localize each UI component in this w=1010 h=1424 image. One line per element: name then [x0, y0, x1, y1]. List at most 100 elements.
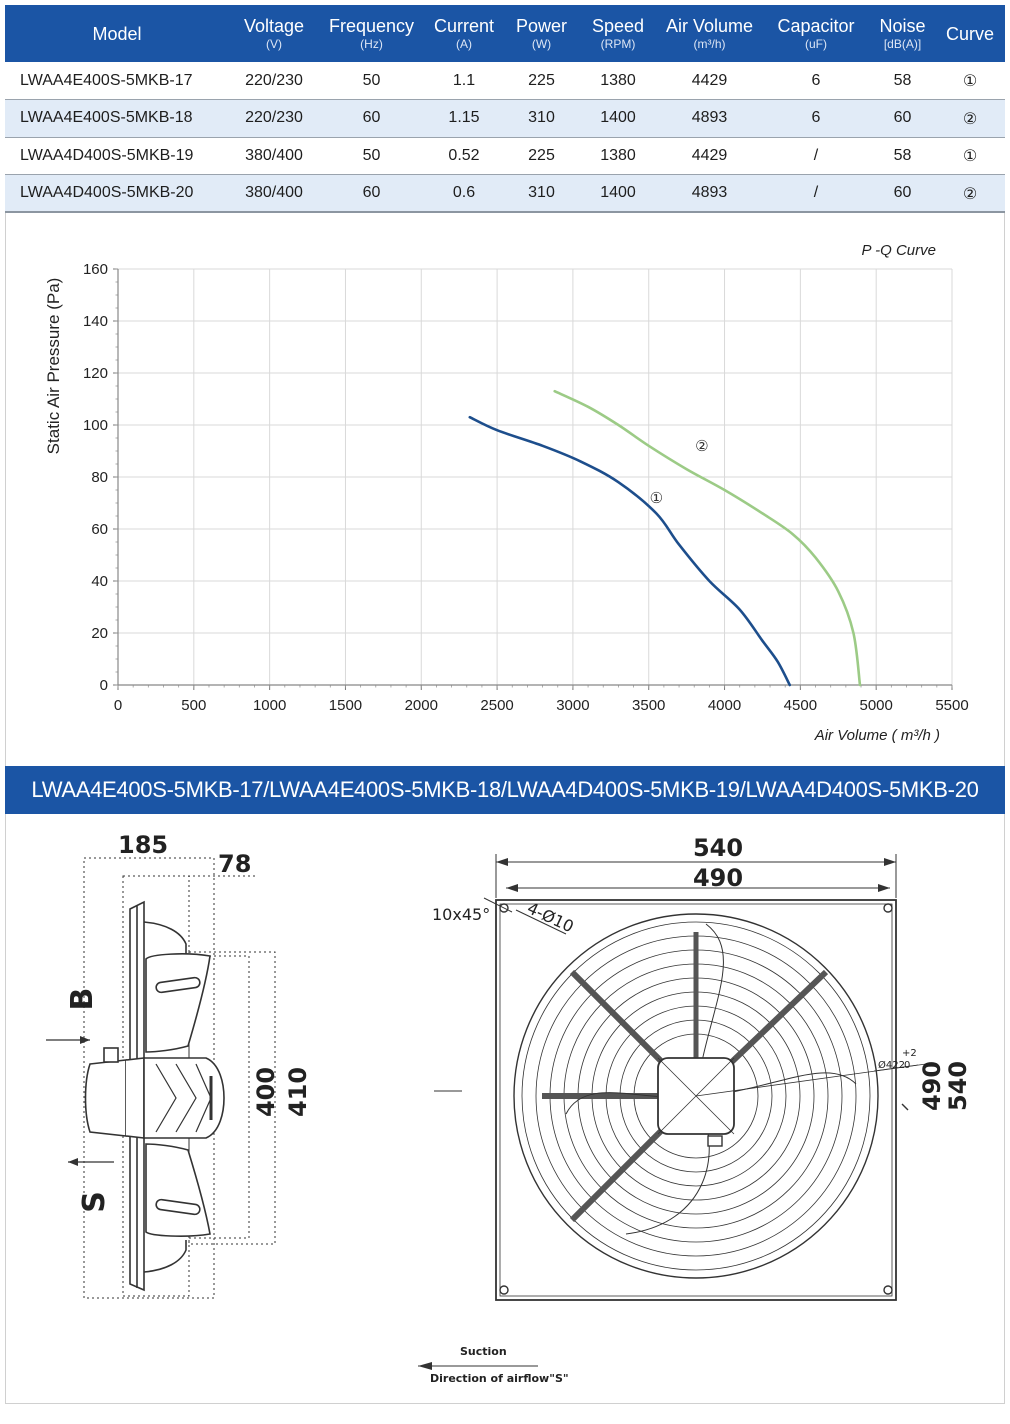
x-tick-label: 5500	[935, 697, 968, 714]
cell-voltage: 220/230	[229, 99, 319, 138]
header-frequency: Frequency (Hz)	[319, 5, 424, 62]
pq-chart-panel: 0 500 1000 1500 2000 2500 3000 3500 4000 4500 5000…	[5, 213, 1005, 766]
x-tick-label: 4500	[784, 697, 817, 714]
cell-model: LWAA4E400S-5MKB-17	[5, 62, 229, 100]
header-capacitor: Capacitor (uF)	[762, 5, 870, 62]
cell-noise: 58	[870, 137, 935, 175]
cell-noise: 60	[870, 174, 935, 213]
chart-title: P -Q Curve	[862, 242, 936, 259]
dim-chamfer: 10x45°	[432, 905, 490, 924]
cell-speed: 1380	[579, 137, 657, 175]
dim-ring-tolerance-upper: +2	[902, 1048, 917, 1059]
spec-table: Model Voltage (V) Frequency (Hz) Current (A…	[5, 5, 1005, 213]
header-air-volume: Air Volume (m³/h)	[657, 5, 762, 62]
cell-curve: ①	[935, 137, 1005, 175]
cell-capacitor: 6	[762, 99, 870, 138]
chart-ylabel: Static Air Pressure (Pa)	[44, 278, 63, 455]
cell-curve: ①	[935, 62, 1005, 100]
cell-power: 225	[504, 62, 579, 100]
cell-model: LWAA4D400S-5MKB-20	[5, 174, 229, 213]
x-tick-label: 4000	[708, 697, 741, 714]
series-line-1	[468, 415, 792, 687]
x-tick-label: 5000	[859, 697, 892, 714]
x-tick-label: 0	[114, 697, 122, 714]
y-tick-label: 0	[100, 677, 108, 694]
y-tick-label: 60	[91, 521, 108, 538]
cell-air-volume: 4893	[657, 99, 762, 138]
dim-side-offset: 78	[218, 850, 251, 878]
cell-frequency: 50	[319, 62, 424, 100]
series-label-1: ①	[650, 489, 663, 507]
cell-curve: ②	[935, 99, 1005, 138]
cell-power: 310	[504, 99, 579, 138]
y-tick-label: 40	[91, 573, 108, 590]
dim-ring-diameter: Ø422	[878, 1059, 905, 1071]
x-tick-label: 2000	[405, 697, 438, 714]
cell-model: LWAA4E400S-5MKB-18	[5, 99, 229, 138]
dim-front-outer-height: 540	[944, 1061, 972, 1111]
series-line-2	[553, 389, 862, 687]
chart-series: ①②	[468, 389, 862, 687]
table-row: LWAA4D400S-5MKB-20 380/400 60 0.6 310 14…	[5, 174, 1005, 213]
dim-side-inner-dia: 400	[252, 1067, 280, 1117]
cell-capacitor: 6	[762, 62, 870, 100]
table-row: LWAA4D400S-5MKB-19 380/400 50 0.52 225 1…	[5, 137, 1005, 175]
chart-grid	[118, 268, 953, 685]
cell-current: 0.6	[424, 174, 504, 213]
x-tick-label: 500	[181, 697, 206, 714]
cell-speed: 1380	[579, 62, 657, 100]
header-voltage: Voltage (V)	[229, 5, 319, 62]
cell-air-volume: 4429	[657, 137, 762, 175]
cell-frequency: 60	[319, 174, 424, 213]
dimension-drawing-panel: 185 78 400 410 B S	[5, 814, 1005, 1404]
series-label-2: ②	[695, 437, 708, 455]
cell-current: 1.15	[424, 99, 504, 138]
cell-current: 1.1	[424, 62, 504, 100]
y-tick-label: 120	[83, 365, 108, 382]
chart-xlabel: Air Volume ( m³/h )	[814, 727, 940, 744]
table-header-row: Model Voltage (V) Frequency (Hz) Current (A…	[5, 5, 1005, 62]
x-tick-label: 1000	[253, 697, 286, 714]
cell-voltage: 380/400	[229, 137, 319, 175]
x-tick-label: 3000	[556, 697, 589, 714]
dim-side-depth: 185	[118, 831, 168, 859]
airflow-direction-label: Direction of airflow"S"	[430, 1372, 569, 1385]
cell-power: 310	[504, 174, 579, 213]
side-view-drawing	[46, 857, 276, 1299]
y-tick-label: 100	[83, 417, 108, 434]
banner-title: LWAA4E400S-5MKB-17/LWAA4E400S-5MKB-18/LW…	[31, 777, 979, 802]
cell-air-volume: 4893	[657, 174, 762, 213]
cell-noise: 58	[870, 62, 935, 100]
cell-current: 0.52	[424, 137, 504, 175]
cell-power: 225	[504, 137, 579, 175]
cell-model: LWAA4D400S-5MKB-19	[5, 137, 229, 175]
table-row: LWAA4E400S-5MKB-17 220/230 50 1.1 225 13…	[5, 62, 1005, 100]
header-speed: Speed (RPM)	[579, 5, 657, 62]
airflow-letter-s: S	[77, 1191, 112, 1213]
cell-speed: 1400	[579, 174, 657, 213]
y-tick-label: 80	[91, 469, 108, 486]
header-noise: Noise [dB(A)]	[870, 5, 935, 62]
dim-side-outer-dia: 410	[284, 1067, 312, 1117]
cell-air-volume: 4429	[657, 62, 762, 100]
front-view-drawing	[418, 854, 927, 1370]
header-power: Power (W)	[504, 5, 579, 62]
dim-ring-tolerance-lower: 0	[904, 1060, 910, 1071]
cell-noise: 60	[870, 99, 935, 138]
table-row: LWAA4E400S-5MKB-18 220/230 60 1.15 310 1…	[5, 99, 1005, 138]
model-banner: LWAA4E400S-5MKB-17/LWAA4E400S-5MKB-18/LW…	[5, 766, 1005, 814]
y-tick-label: 140	[83, 313, 108, 330]
x-tick-label: 1500	[329, 697, 362, 714]
suction-label: Suction	[460, 1345, 507, 1358]
chart-axes: 0 500 1000 1500 2000 2500 3000 3500 4000 4500 5000…	[83, 261, 969, 714]
dim-front-hole-height: 490	[918, 1061, 946, 1111]
cell-voltage: 380/400	[229, 174, 319, 213]
header-current: Current (A)	[424, 5, 504, 62]
cell-frequency: 50	[319, 137, 424, 175]
airflow-letter-b: B	[65, 988, 100, 1011]
y-tick-label: 20	[91, 625, 108, 642]
dim-front-outer-width: 540	[693, 834, 743, 862]
cell-frequency: 60	[319, 99, 424, 138]
header-curve: Curve	[935, 5, 1005, 62]
header-model: Model	[5, 5, 229, 62]
